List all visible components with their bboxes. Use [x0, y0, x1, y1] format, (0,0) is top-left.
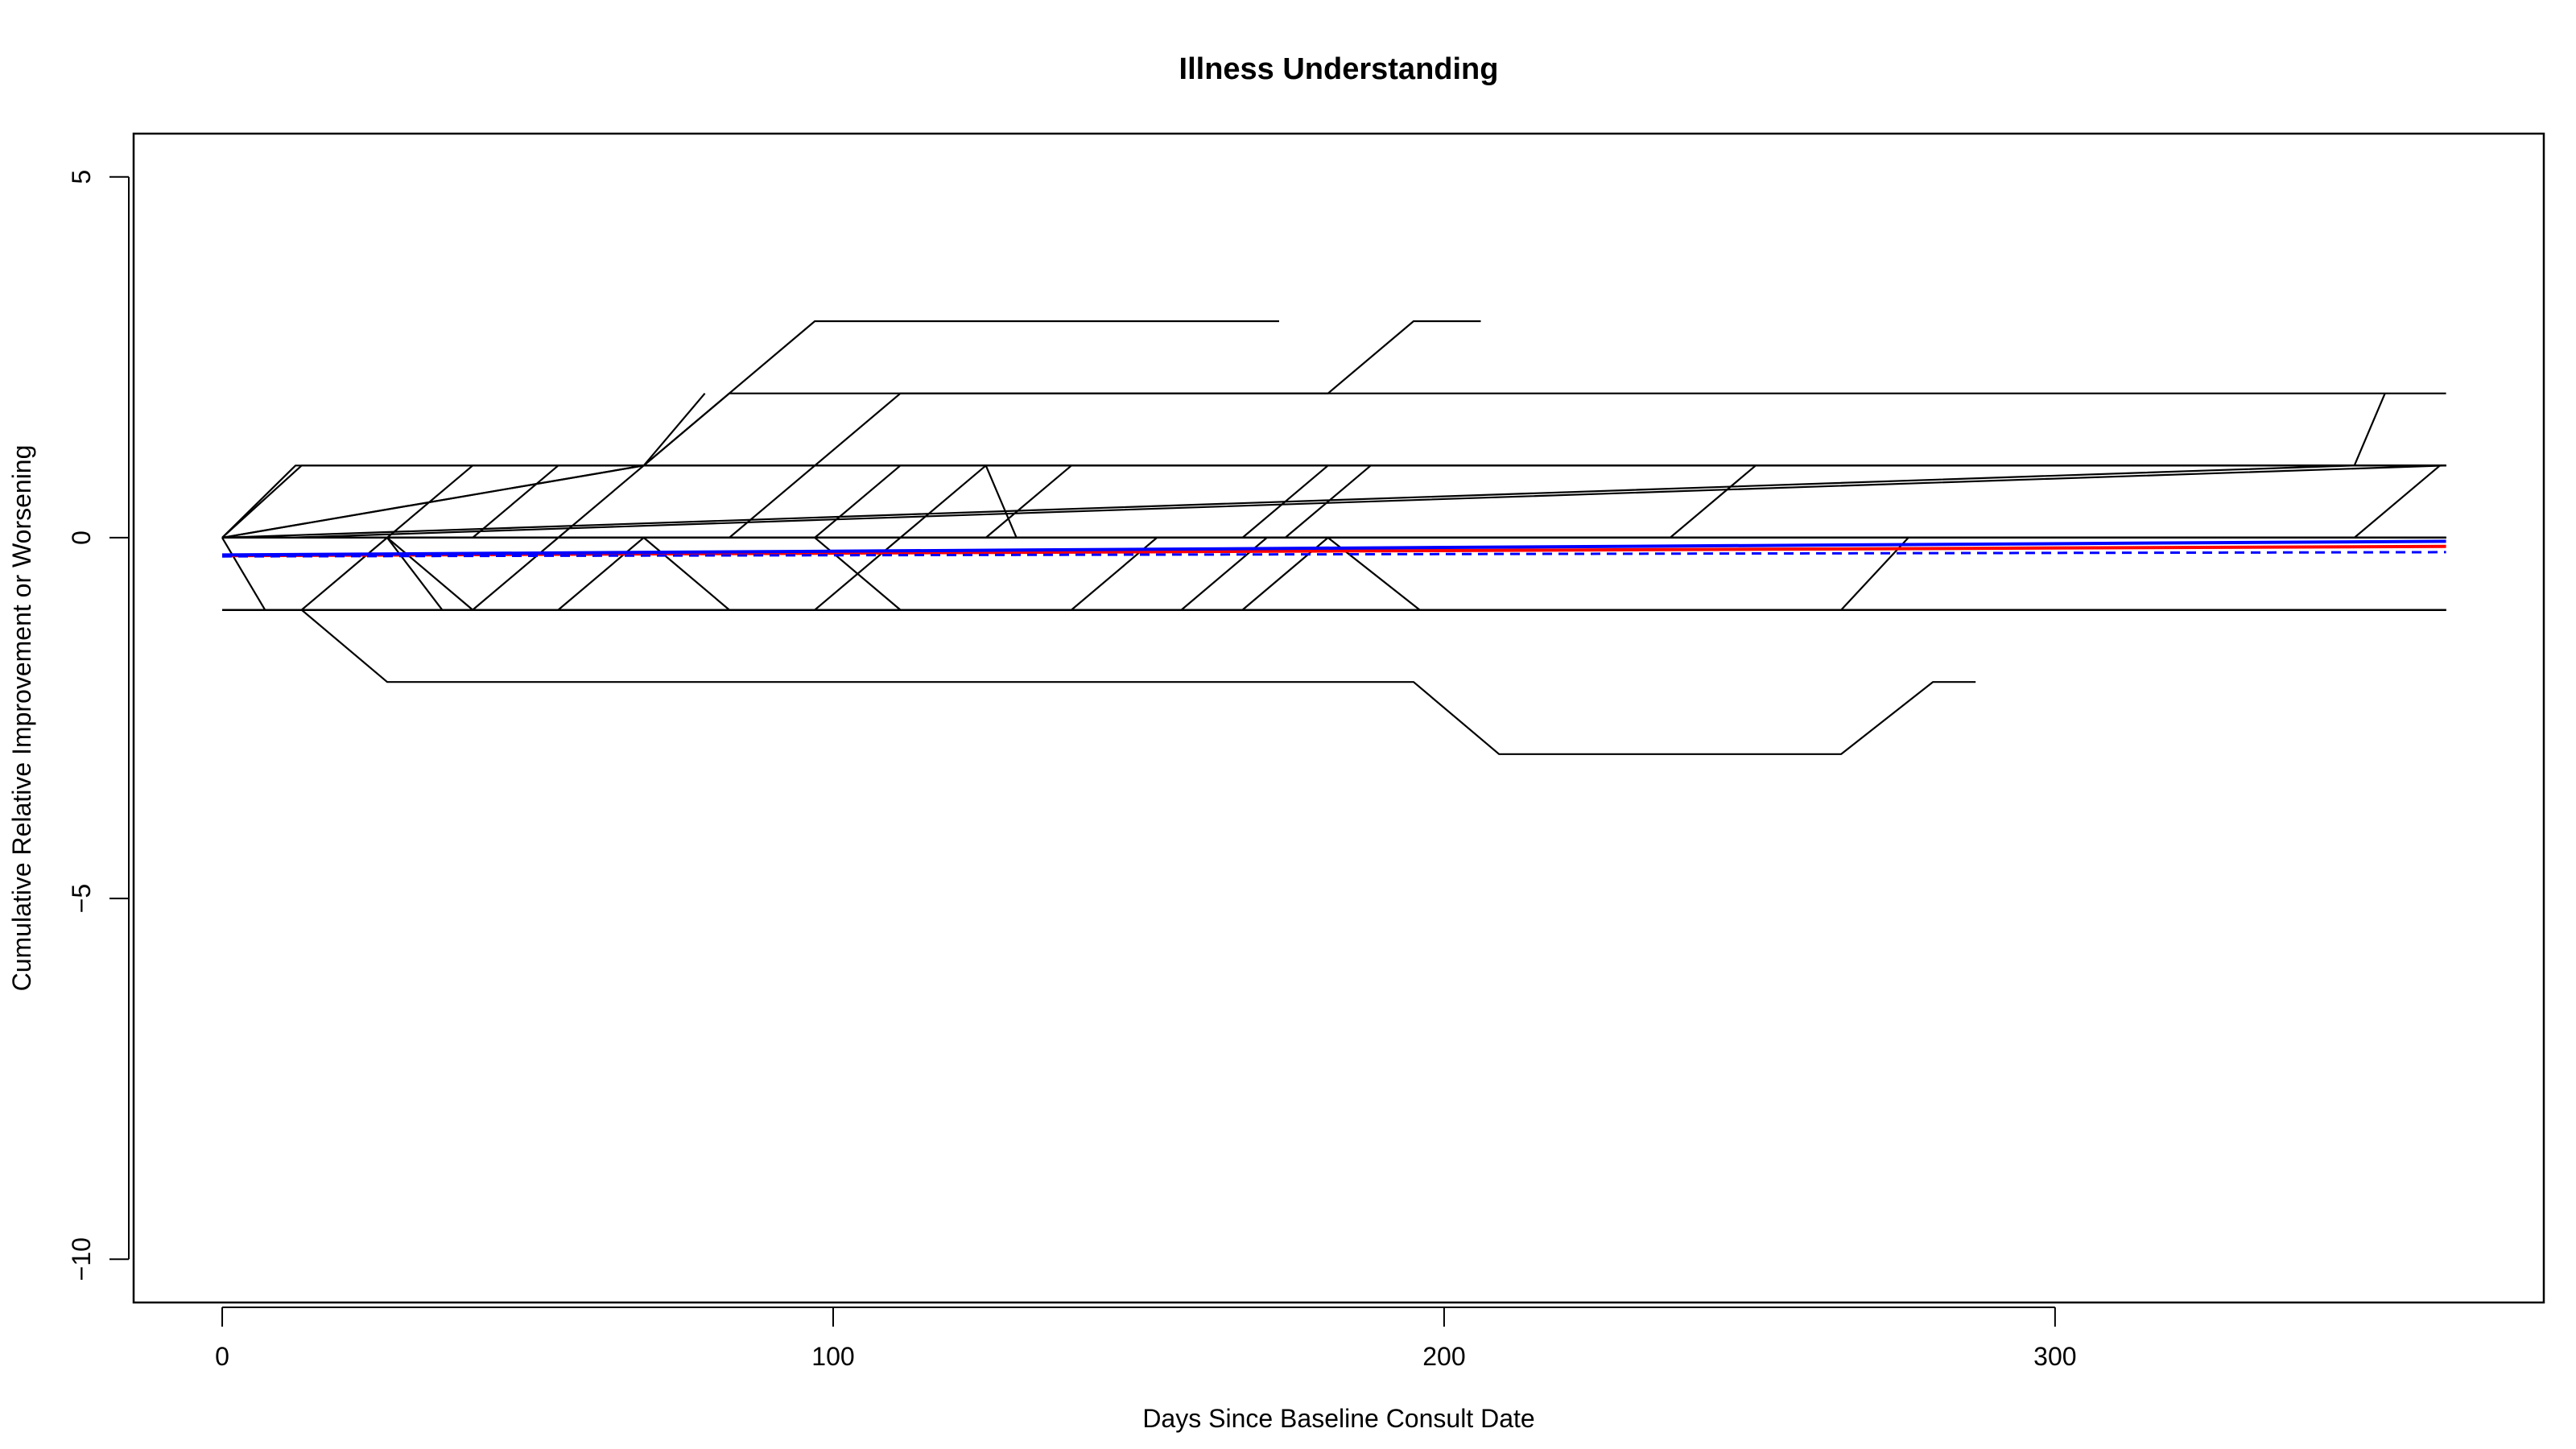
trajectory-line — [222, 536, 2446, 611]
chart-title: Illness Understanding — [1179, 52, 1499, 86]
axes: 0 100 200 300 −10 −5 0 5 — [67, 170, 2077, 1371]
x-tick-label: 100 — [811, 1342, 854, 1371]
trajectory-lines — [221, 320, 2446, 755]
x-axis-label: Days Since Baseline Consult Date — [1142, 1404, 1534, 1433]
y-axis-label: Cumulative Relative Improvement or Worse… — [7, 445, 36, 992]
x-tick-label: 200 — [1422, 1342, 1465, 1371]
y-tick-label: 5 — [67, 170, 96, 184]
trajectory-line — [221, 320, 1481, 539]
x-tick-label: 300 — [2033, 1342, 2076, 1371]
y-tick-label: −5 — [67, 884, 96, 913]
trend-line — [221, 539, 2446, 557]
trend-line — [221, 551, 2446, 558]
x-tick-label: 0 — [215, 1342, 229, 1371]
trajectory-line — [221, 393, 2386, 539]
y-tick-label: 0 — [67, 530, 96, 545]
y-tick-label: −10 — [67, 1237, 96, 1281]
trajectory-line — [222, 320, 1279, 539]
trajectory-line — [222, 536, 2446, 611]
trend-lines — [221, 539, 2446, 558]
plot-frame — [132, 132, 2545, 1304]
trajectory-line — [222, 609, 1976, 755]
